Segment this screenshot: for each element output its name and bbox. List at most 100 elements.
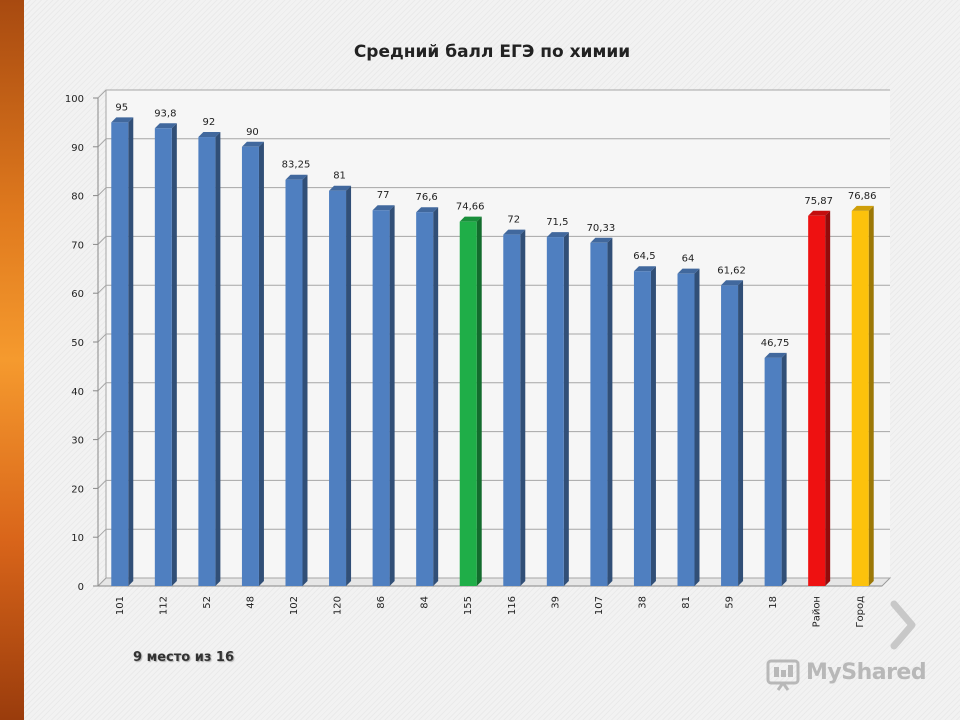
x-tick-label: Город [855, 596, 866, 628]
bar-86 [372, 205, 395, 587]
data-label: 77 [377, 190, 390, 201]
bar-top [546, 232, 569, 238]
bar-top [503, 229, 526, 235]
bar-48 [241, 141, 264, 587]
bar-side [868, 205, 874, 586]
bar-top [721, 280, 744, 286]
bar-side [607, 237, 613, 586]
bar-side [258, 141, 264, 587]
bar-front [503, 234, 521, 586]
bar-59 [721, 280, 744, 586]
chart-title: Средний балл ЕГЭ по химии [353, 42, 631, 62]
data-label: 81 [333, 171, 346, 182]
x-tick-label: 155 [463, 596, 474, 615]
bar-front [416, 212, 434, 586]
data-label: 74,66 [456, 202, 485, 213]
bar-side [520, 229, 526, 586]
data-label: 71,5 [546, 217, 568, 228]
y-tick-label: 10 [71, 533, 84, 544]
x-tick-label: 81 [681, 596, 692, 609]
bar-front [764, 357, 782, 586]
bar-101 [111, 117, 134, 587]
bar-side [171, 123, 177, 587]
bar-front [285, 179, 303, 587]
bar-front [111, 122, 129, 587]
bar-top [329, 185, 352, 191]
data-label: 61,62 [717, 265, 746, 276]
bar-top [154, 123, 177, 129]
bar-116 [503, 229, 526, 586]
bar-front [851, 210, 869, 586]
bar-front [198, 137, 216, 587]
data-label: 70,33 [587, 223, 616, 234]
bar-38 [633, 266, 656, 586]
bar-front [721, 285, 739, 586]
x-tick-label: 52 [202, 596, 213, 609]
bar-top [851, 205, 874, 211]
y-tick-label: 70 [71, 240, 84, 251]
y-tick-label: 100 [65, 94, 84, 105]
bar-top [633, 266, 656, 272]
myshared-logo-icon [766, 659, 800, 691]
bar-side [781, 352, 787, 586]
bar-side [346, 185, 352, 586]
bar-39 [546, 232, 569, 586]
bar-top [590, 237, 613, 243]
bar-107 [590, 237, 613, 586]
bar-top [764, 352, 787, 358]
bar-112 [154, 123, 177, 587]
bar-front [329, 190, 347, 586]
x-tick-label: 38 [637, 596, 648, 609]
bar-front [372, 210, 390, 587]
bar-front [459, 221, 477, 587]
bar-52 [198, 132, 221, 587]
y-tick-label: 40 [71, 387, 84, 398]
bar-81 [677, 268, 700, 586]
x-tick-label: 39 [550, 596, 561, 609]
bar-front [546, 237, 564, 586]
bar-side [476, 216, 482, 587]
next-slide-chevron-icon[interactable] [888, 600, 918, 650]
bar-side [215, 132, 221, 587]
bar-155 [459, 216, 482, 587]
bar-top [285, 174, 308, 180]
bar-Район [808, 210, 831, 586]
data-label: 64 [682, 254, 695, 265]
bar-front [590, 242, 608, 586]
bar-side [389, 205, 395, 587]
y-tick-label: 50 [71, 338, 84, 349]
bar-front [154, 128, 172, 587]
bar-front [633, 271, 651, 586]
bar-top [416, 207, 439, 213]
x-tick-label: 107 [594, 596, 605, 615]
x-tick-label: 112 [158, 596, 169, 615]
bar-side [738, 280, 744, 586]
bar-top [111, 117, 134, 123]
y-tick-label: 0 [78, 582, 84, 593]
x-tick-label: 102 [289, 596, 300, 615]
left-decorative-bar [0, 0, 24, 720]
data-label: 83,25 [282, 160, 311, 171]
x-tick-label: 86 [376, 596, 387, 609]
bar-top [677, 268, 700, 274]
bar-top [459, 216, 482, 222]
x-tick-label: Район [812, 596, 823, 627]
bar-Город [851, 205, 874, 586]
bar-front [241, 146, 259, 587]
data-label: 76,6 [416, 192, 438, 203]
logo-text: MyShared [806, 660, 927, 685]
bar-top [372, 205, 395, 211]
bar-84 [416, 207, 439, 586]
data-label: 75,87 [804, 196, 833, 207]
rank-text: 9 место из 16 [133, 650, 234, 665]
y-tick-label: 60 [71, 289, 84, 300]
y-tick-label: 90 [71, 143, 84, 154]
x-tick-label: 101 [115, 596, 126, 615]
data-label: 93,8 [154, 108, 176, 119]
data-label: 92 [203, 117, 216, 128]
y-tick-label: 20 [71, 484, 84, 495]
x-tick-label: 116 [507, 596, 518, 615]
bar-side [563, 232, 569, 586]
x-tick-label: 120 [333, 596, 344, 615]
